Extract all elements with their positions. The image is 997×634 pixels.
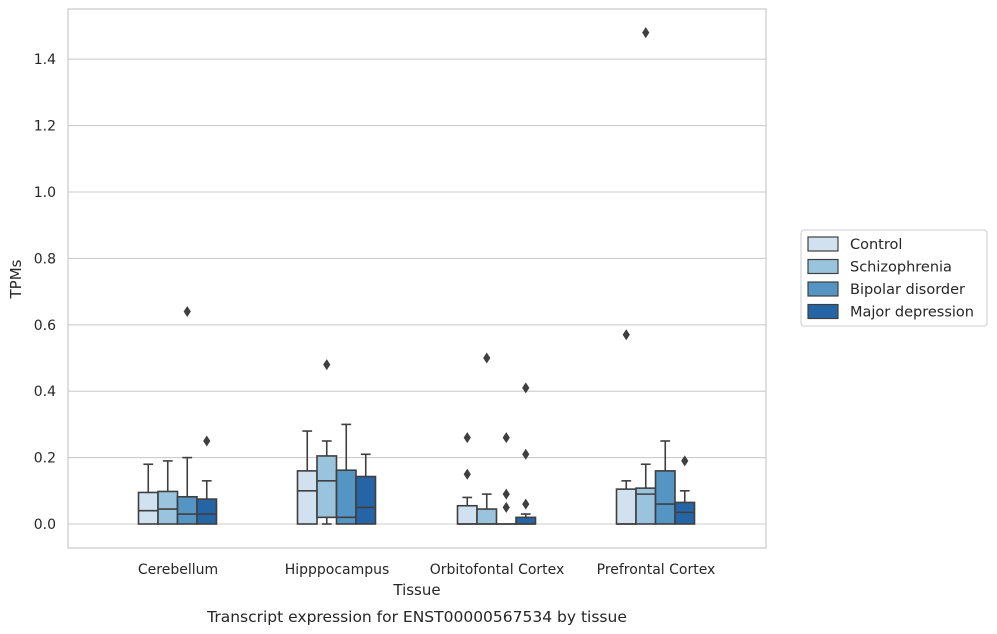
outlier-point xyxy=(463,432,471,444)
y-tick-label: 0.0 xyxy=(34,517,56,533)
box-body xyxy=(196,498,218,525)
box xyxy=(476,352,498,525)
box-body xyxy=(316,455,338,519)
plot-area-frame xyxy=(67,8,767,549)
box xyxy=(355,453,377,525)
outlier-point xyxy=(502,501,510,513)
legend-frame xyxy=(800,229,988,327)
y-tick-label: 0.8 xyxy=(34,251,56,267)
box-body xyxy=(176,495,198,525)
outlier-point xyxy=(522,382,530,394)
box xyxy=(654,440,676,525)
legend-swatch xyxy=(807,303,839,320)
outlier-point xyxy=(183,306,191,318)
box-body xyxy=(137,491,159,525)
box-groups xyxy=(137,27,696,525)
box-body xyxy=(157,490,179,525)
x-tick-label: Prefrontal Cortex xyxy=(597,562,716,578)
outlier-point xyxy=(323,359,331,371)
box xyxy=(635,27,657,525)
box-body xyxy=(355,475,377,525)
box-body xyxy=(674,501,696,525)
y-axis-label: TPMs xyxy=(7,259,25,299)
box xyxy=(495,432,517,525)
legend-swatch xyxy=(807,258,839,275)
box-body xyxy=(476,508,498,525)
legend-label: Bipolar disorder xyxy=(850,282,965,298)
plot-area-background xyxy=(68,9,766,548)
legend-swatch xyxy=(807,281,839,297)
y-tick-label: 0.6 xyxy=(34,318,56,334)
y-tick-label: 0.2 xyxy=(34,451,56,467)
outlier-point xyxy=(483,352,491,364)
box-body xyxy=(456,504,478,525)
x-axis-label: Tissue xyxy=(392,581,440,599)
outlier-point xyxy=(502,432,510,444)
box xyxy=(456,432,478,525)
x-axis-ticks: Cerebellum Hipppocampus Orbitofontal Corte… xyxy=(138,562,715,578)
y-tick-label: 1.4 xyxy=(34,52,56,68)
y-tick-label: 1.2 xyxy=(34,119,56,135)
outlier-point xyxy=(463,468,471,480)
outlier-point xyxy=(622,329,630,341)
outlier-point xyxy=(203,435,211,447)
outlier-point xyxy=(642,27,650,39)
legend-swatch xyxy=(807,236,839,252)
chart-caption: Transcript expression for ENST0000056753… xyxy=(206,608,627,626)
outlier-point xyxy=(522,498,530,510)
outlier-point xyxy=(502,488,510,500)
box xyxy=(515,382,537,525)
legend-label: Major depression xyxy=(850,305,974,321)
box-body xyxy=(335,469,357,525)
x-tick-label: Hipppocampus xyxy=(285,562,390,578)
legend-label: Control xyxy=(850,237,902,253)
y-axis-ticks: 0.0 0.2 0.4 0.6 0.8 1.0 1.2 1.4 xyxy=(34,52,56,533)
x-tick-label: Cerebellum xyxy=(138,562,218,578)
box xyxy=(674,455,696,525)
legend: Control Schizophrenia Bipolar disorder Majo… xyxy=(800,229,988,327)
outlier-point xyxy=(522,448,530,460)
x-tick-label: Orbitofontal Cortex xyxy=(430,562,565,578)
box xyxy=(316,359,338,525)
y-tick-label: 0.4 xyxy=(34,384,56,400)
box-body xyxy=(615,488,637,525)
box-body xyxy=(515,516,537,525)
box xyxy=(196,435,218,525)
box xyxy=(137,463,159,525)
box-body xyxy=(654,470,676,525)
box-body xyxy=(296,470,318,525)
y-tick-label: 1.0 xyxy=(34,185,56,201)
legend-label: Schizophrenia xyxy=(850,260,952,276)
outlier-point xyxy=(681,455,689,467)
